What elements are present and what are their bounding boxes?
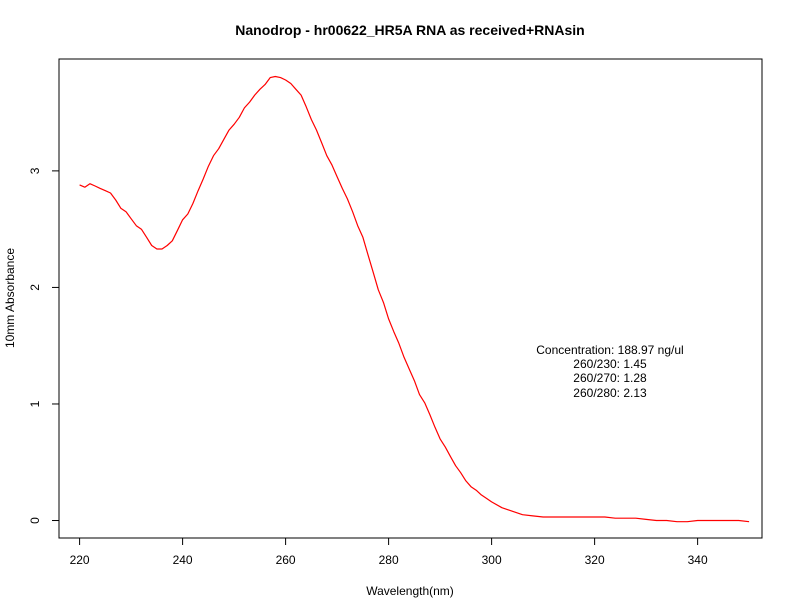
concentration-text: Concentration: 188.97 ng/ul (536, 343, 683, 357)
ratio-260-230-text: 260/230: 1.45 (573, 357, 647, 371)
y-tick-label: 2 (28, 284, 42, 291)
x-tick-label: 260 (276, 553, 296, 567)
ratio-260-270-text: 260/270: 1.28 (573, 371, 647, 385)
x-tick-label: 220 (70, 553, 90, 567)
x-tick-label: 320 (585, 553, 605, 567)
x-tick-label: 280 (379, 553, 399, 567)
y-axis: 0 1 2 3 (28, 167, 60, 524)
y-axis-label: 10mm Absorbance (3, 248, 17, 348)
x-tick-label: 340 (688, 553, 708, 567)
ratio-260-280-text: 260/280: 2.13 (573, 386, 647, 400)
x-axis-label: Wavelength(nm) (366, 584, 454, 598)
y-tick-label: 3 (28, 167, 42, 174)
x-tick-label: 240 (173, 553, 193, 567)
concentration-annotation: Concentration: 188.97 ng/ul 260/230: 1.4… (536, 343, 683, 400)
y-tick-label: 1 (28, 400, 42, 407)
x-tick-label: 300 (482, 553, 502, 567)
plot-frame (58, 58, 763, 539)
plot-area (79, 75, 750, 523)
absorbance-series-line (79, 75, 750, 523)
x-axis: 220 240 260 280 300 320 340 (70, 537, 708, 567)
chart-title: Nanodrop - hr00622_HR5A RNA as received+… (235, 22, 584, 38)
y-tick-label: 0 (28, 517, 42, 524)
